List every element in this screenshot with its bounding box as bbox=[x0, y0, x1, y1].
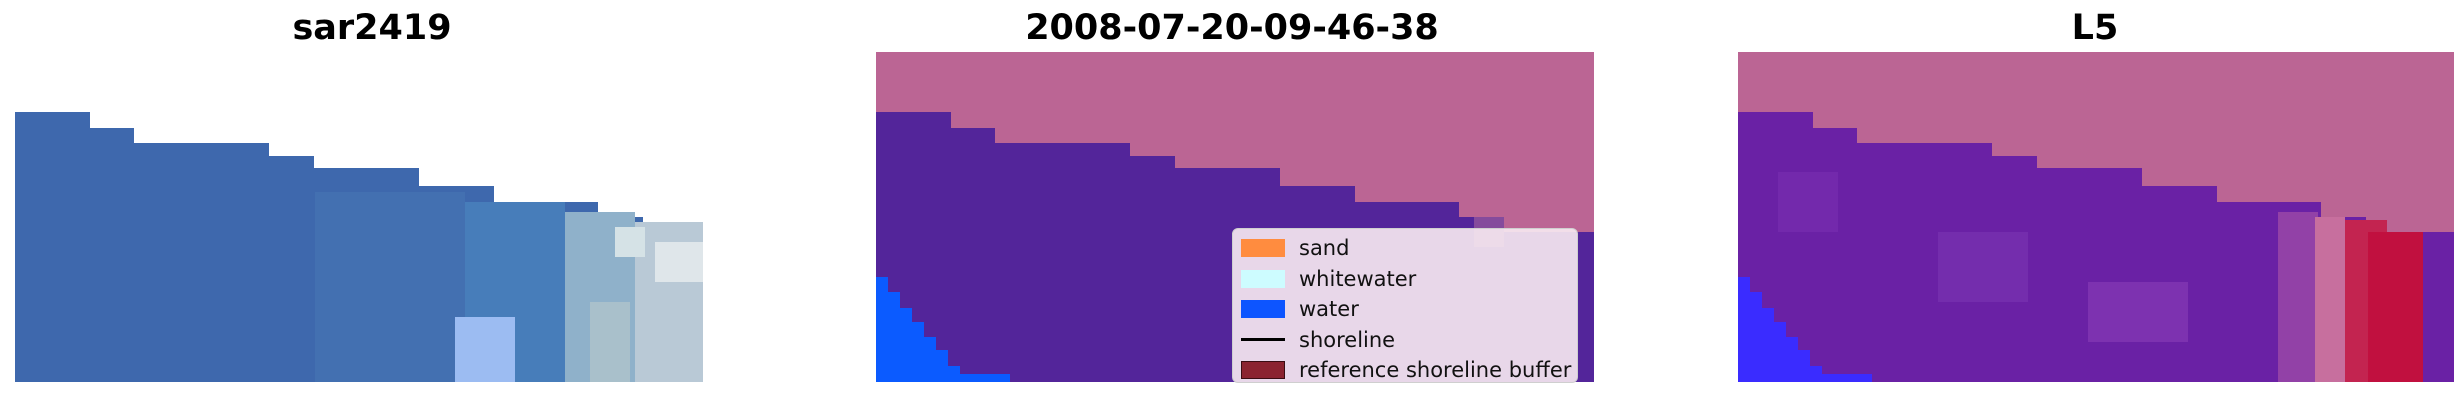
legend-item-water: water bbox=[1241, 294, 1577, 325]
whitewater-swatch bbox=[1241, 269, 1285, 288]
legend-label-shoreline: shoreline bbox=[1299, 327, 1396, 352]
panel-title-classified: 2008-07-20-09-46-38 bbox=[1025, 8, 1439, 48]
reference-buffer-swatch bbox=[1241, 361, 1285, 380]
legend-label-reference-buffer: reference shoreline buffer bbox=[1299, 358, 1572, 383]
legend-item-reference-buffer: reference shoreline buffer bbox=[1241, 355, 1577, 386]
legend-label-water: water bbox=[1299, 297, 1359, 322]
rgb-image bbox=[15, 52, 703, 382]
l5-image-panel bbox=[1738, 52, 2454, 382]
panel-title-rgb: sar2419 bbox=[292, 8, 452, 48]
legend-item-shoreline: shoreline bbox=[1241, 325, 1577, 356]
legend-label-whitewater: whitewater bbox=[1299, 266, 1417, 291]
water-swatch bbox=[1241, 300, 1285, 319]
panel-title-l5: L5 bbox=[2071, 8, 2119, 48]
rgb-image-panel bbox=[15, 52, 703, 382]
l5-image bbox=[1738, 52, 2454, 382]
legend: sand whitewater water shoreline referenc… bbox=[1232, 228, 1578, 383]
shoreline-line bbox=[1241, 338, 1285, 342]
legend-item-sand: sand bbox=[1241, 233, 1577, 264]
legend-label-sand: sand bbox=[1299, 236, 1350, 261]
sand-swatch bbox=[1241, 239, 1285, 258]
legend-item-whitewater: whitewater bbox=[1241, 264, 1577, 295]
